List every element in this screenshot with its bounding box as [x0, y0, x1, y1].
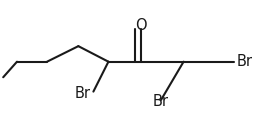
Text: Br: Br [153, 94, 169, 109]
Text: O: O [135, 18, 147, 33]
Text: Br: Br [236, 54, 252, 69]
Text: Br: Br [75, 86, 91, 101]
